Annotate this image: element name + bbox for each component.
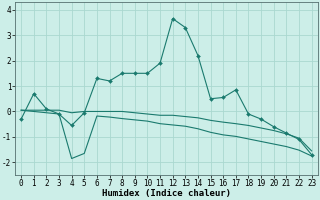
X-axis label: Humidex (Indice chaleur): Humidex (Indice chaleur) — [102, 189, 231, 198]
